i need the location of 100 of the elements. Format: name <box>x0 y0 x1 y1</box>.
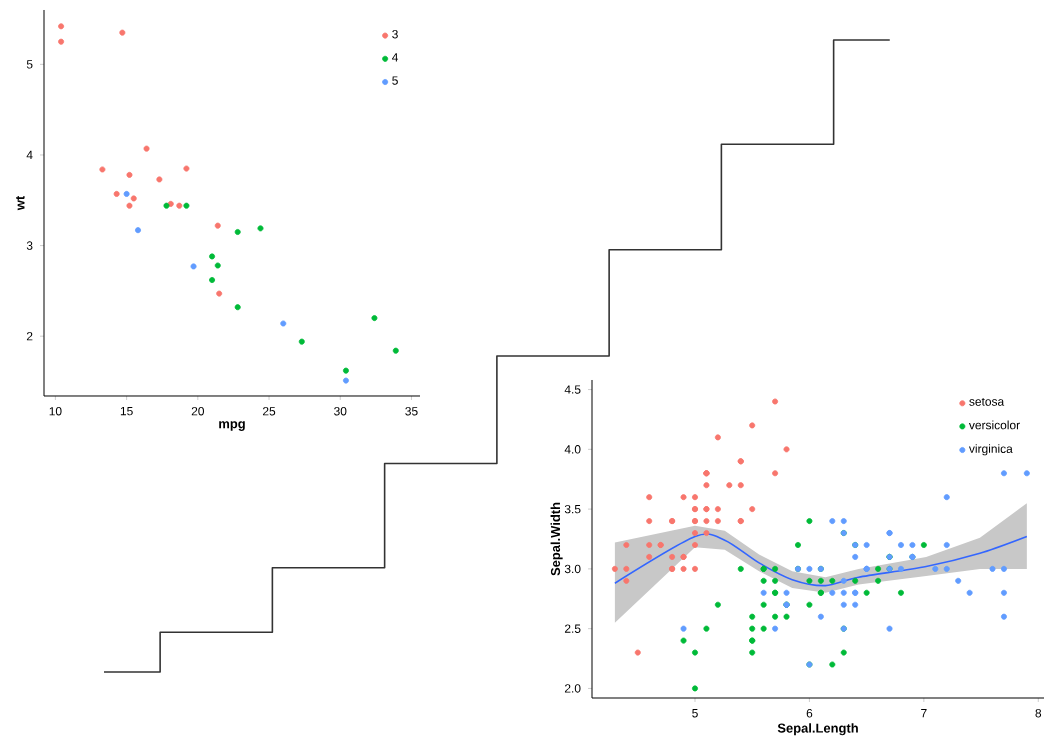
point <box>646 494 653 501</box>
point <box>623 541 630 548</box>
point <box>806 565 813 572</box>
point <box>257 225 264 232</box>
point <box>680 625 687 632</box>
point <box>58 23 65 30</box>
point <box>692 541 698 548</box>
point <box>692 685 698 692</box>
point <box>806 601 813 608</box>
point <box>920 541 927 548</box>
point <box>772 398 779 405</box>
point <box>817 613 824 620</box>
point <box>783 446 790 453</box>
point <box>183 165 190 172</box>
point <box>692 494 698 501</box>
point <box>214 222 221 229</box>
point <box>143 145 150 152</box>
point <box>749 506 756 513</box>
point <box>875 577 882 584</box>
point <box>703 530 710 537</box>
point <box>794 541 801 548</box>
point <box>113 190 120 197</box>
point <box>680 565 687 572</box>
point <box>1000 470 1007 477</box>
point <box>909 541 916 548</box>
point <box>726 482 733 489</box>
point <box>760 589 767 596</box>
point <box>897 589 904 596</box>
point <box>749 625 756 632</box>
point <box>760 601 767 608</box>
point <box>692 565 698 572</box>
point <box>209 277 216 283</box>
point <box>1000 613 1007 620</box>
point <box>772 470 779 477</box>
point <box>829 577 836 584</box>
point <box>840 601 847 608</box>
point <box>371 315 378 322</box>
point <box>749 613 756 620</box>
point <box>772 577 779 584</box>
point <box>123 190 130 197</box>
point <box>829 518 836 525</box>
point <box>863 589 870 596</box>
point <box>623 577 630 584</box>
point <box>783 613 790 620</box>
point <box>126 171 133 178</box>
point <box>392 347 399 354</box>
point <box>943 565 950 572</box>
point <box>829 661 836 668</box>
point <box>840 518 847 525</box>
point <box>646 553 653 560</box>
point <box>840 577 847 584</box>
point <box>130 195 137 202</box>
point <box>280 320 287 327</box>
point <box>875 565 882 572</box>
point <box>852 553 859 560</box>
point <box>126 202 133 209</box>
point <box>342 367 349 374</box>
point <box>342 377 349 384</box>
point <box>897 541 904 548</box>
point <box>1000 565 1007 572</box>
point <box>209 253 216 260</box>
point <box>749 649 756 656</box>
point <box>623 565 630 572</box>
point <box>680 494 687 501</box>
point <box>135 227 141 234</box>
point <box>714 518 721 525</box>
point <box>669 553 676 560</box>
point <box>714 601 721 608</box>
point <box>714 506 721 513</box>
point <box>852 601 859 608</box>
point <box>772 565 779 572</box>
point <box>703 518 710 525</box>
point <box>119 29 126 36</box>
point <box>1000 589 1007 596</box>
point <box>183 202 190 209</box>
point <box>772 625 779 632</box>
point <box>783 589 790 596</box>
point <box>692 649 698 656</box>
point <box>703 482 710 489</box>
point <box>863 541 870 548</box>
point <box>806 577 813 584</box>
point <box>852 577 859 584</box>
point <box>966 589 973 596</box>
point <box>214 262 221 269</box>
point <box>760 625 767 632</box>
point <box>692 530 698 537</box>
point <box>840 649 847 656</box>
point <box>817 577 824 584</box>
point <box>216 290 223 297</box>
point <box>806 518 813 525</box>
point <box>190 263 197 270</box>
point <box>932 565 939 572</box>
point <box>737 482 744 489</box>
point <box>680 637 687 644</box>
point <box>234 304 241 311</box>
point <box>176 202 183 209</box>
point <box>156 176 163 183</box>
point <box>989 565 996 572</box>
point <box>646 541 653 548</box>
point <box>1023 470 1030 477</box>
